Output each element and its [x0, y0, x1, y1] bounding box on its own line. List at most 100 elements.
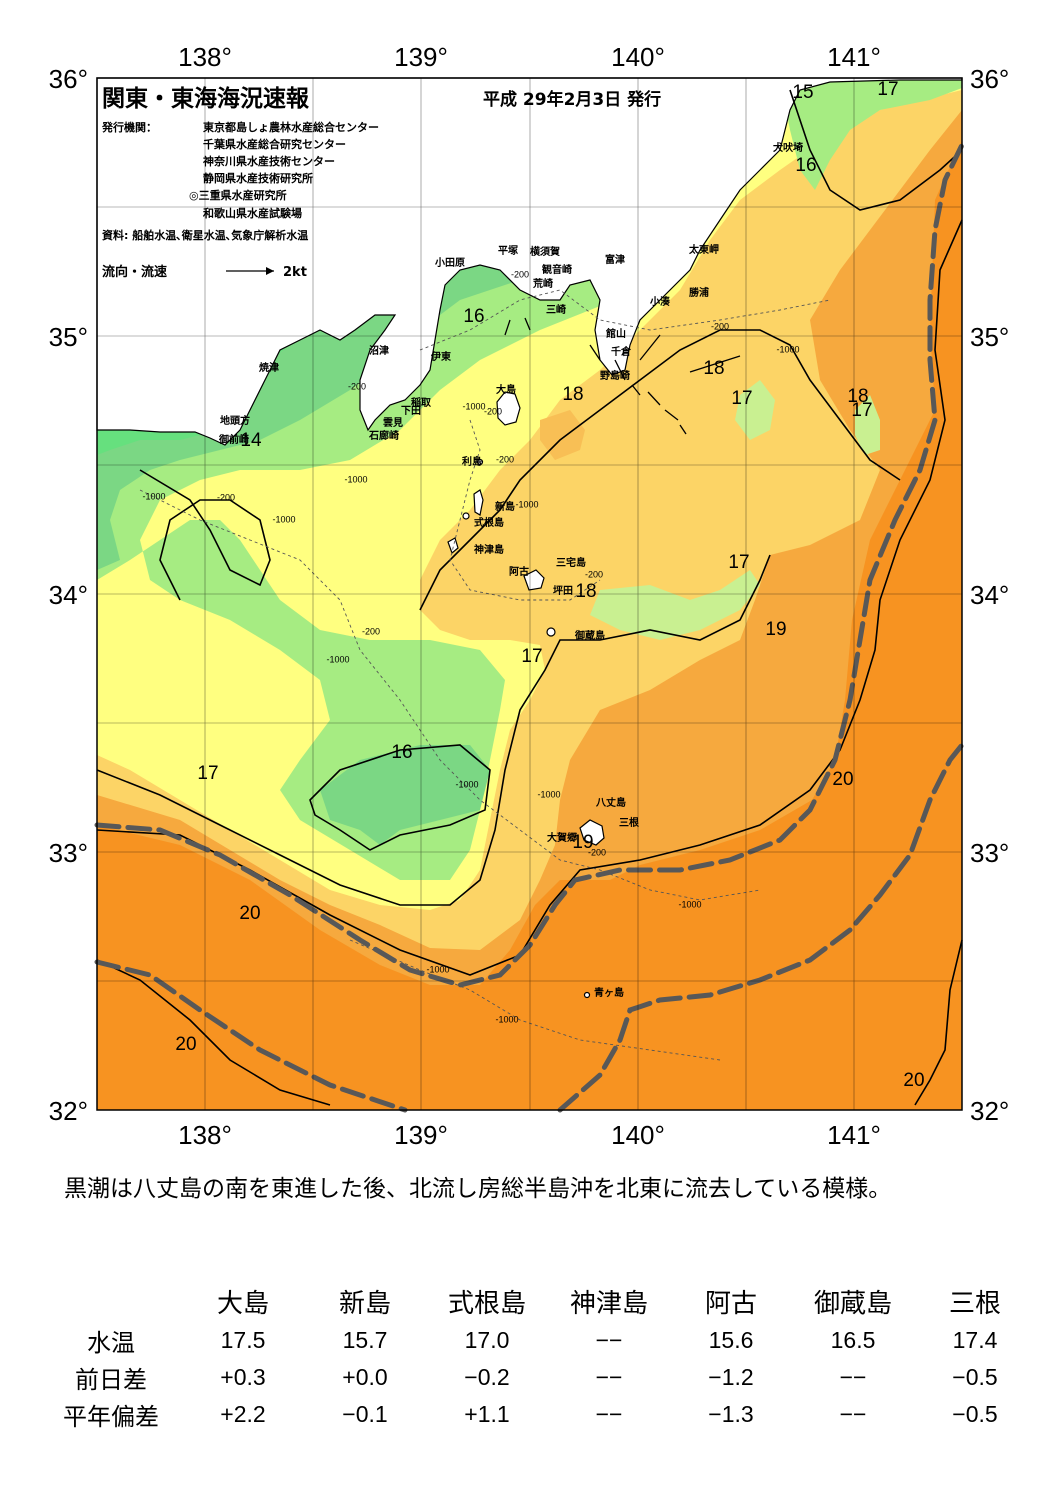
station-header: 神津島	[569, 1288, 648, 1319]
depth-label: -200	[588, 847, 606, 857]
place-label: 神津島	[474, 543, 504, 556]
table-cell: −0.1	[342, 1401, 388, 1427]
place-label: 大賀郷	[547, 831, 577, 844]
issuer-item: 和歌山県水産試験場	[203, 206, 302, 220]
isotherm-18	[419, 329, 901, 611]
map-header: 関東・東海海況速報 平成 29年2月3日 発行 発行機関： 東京都島しょ農林水産…	[101, 85, 661, 280]
isotherm-label: 18	[562, 384, 583, 405]
lat-tick: 36°	[970, 64, 1009, 94]
lon-tick: 140°	[611, 1120, 665, 1150]
isotherm-label: 17	[731, 388, 752, 409]
issuer-item: 神奈川県水産技術センター	[203, 154, 335, 168]
table-cell: +0.0	[342, 1364, 388, 1390]
zone-18-patch-south	[540, 410, 585, 460]
lon-tick: 140°	[611, 42, 665, 72]
depth-label: -200	[348, 381, 366, 391]
table-row: 水温 17.5 15.7 17.0 −− 15.6 16.5 17.4	[40, 1322, 1036, 1359]
row-label: 平年偏差	[63, 1403, 159, 1431]
issuer-item: 静岡県水産技術研究所	[203, 171, 313, 185]
place-label: 雲見	[383, 417, 403, 429]
row-label: 水温	[87, 1329, 135, 1357]
place-label: 稲取	[411, 396, 432, 409]
place-label: 三根	[619, 816, 639, 829]
table-header-row: 大島 新島 式根島 神津島 阿古 御蔵島 三根	[40, 1280, 1036, 1322]
flow-arrow	[647, 391, 661, 406]
lon-tick: 141°	[827, 1120, 881, 1150]
depth-label: -1000	[142, 491, 165, 501]
land-aogashima	[583, 991, 591, 999]
table-cell: −0.5	[952, 1364, 998, 1390]
zone-16-pool	[320, 745, 490, 845]
table-row: 平年偏差 +2.2 −0.1 +1.1 −− −1.3 −− −0.5	[40, 1396, 1036, 1433]
isotherm-label: 20	[903, 1070, 924, 1091]
issuer-item: ◎三重県水産研究所	[189, 188, 287, 202]
isotherm-label: 17	[877, 79, 898, 100]
lat-lon-grid	[97, 78, 962, 1110]
issuer-label: 発行機関：	[101, 120, 157, 134]
isotherm-lines	[96, 89, 963, 1106]
flow-arrow	[524, 317, 531, 331]
lat-tick: 36°	[49, 64, 88, 94]
station-header: 新島	[338, 1288, 391, 1319]
isotherm-20-se	[914, 939, 963, 1106]
isotherm-20-south	[96, 219, 963, 976]
lon-ticks-bottom: 138° 139° 140° 141°	[178, 1120, 881, 1150]
isotherm-17	[96, 554, 771, 906]
flow-arrow	[614, 359, 626, 381]
place-label: 富津	[605, 253, 625, 266]
ocean-temperature-map: 138° 139° 140° 141° 138° 139° 140° 141° …	[49, 42, 1010, 1150]
station-header: 阿古	[704, 1288, 757, 1319]
place-label: 御蔵島	[574, 629, 605, 642]
place-label: 利島	[462, 455, 482, 468]
place-label: 犬吠埼	[773, 141, 803, 154]
depth-label: -1000	[678, 899, 701, 909]
place-label: 千倉	[611, 345, 632, 358]
isotherm-label: 19	[572, 832, 593, 853]
place-label: 新島	[495, 500, 515, 513]
depth-1000-contour-south	[349, 939, 721, 1061]
map-frame	[96, 77, 963, 1111]
depth-label: -200	[496, 454, 514, 464]
isotherm-label: 15	[792, 82, 813, 103]
isotherm-label: 17	[851, 400, 872, 421]
depth-1000-contour	[139, 489, 761, 901]
land-mikurajima	[546, 627, 556, 637]
table-cell: 16.5	[830, 1327, 876, 1353]
place-label: 坪田	[553, 584, 573, 597]
issuer-item: 千葉県水産総合研究センター	[203, 137, 346, 151]
place-label: 野島崎	[600, 369, 630, 382]
depth-200-izu	[449, 419, 601, 601]
place-label: 伊東	[430, 350, 451, 363]
table-cell: 15.6	[708, 1327, 754, 1353]
place-label: 三宅島	[556, 556, 586, 569]
station-header: 式根島	[447, 1288, 526, 1319]
lon-ticks-top: 138° 139° 140° 141°	[178, 42, 881, 72]
depth-label: -200	[711, 321, 729, 331]
station-header: 大島	[216, 1288, 269, 1319]
kuroshio-offshore-east	[557, 742, 965, 1113]
depth-label: -200	[484, 406, 502, 416]
land-miyakejima	[523, 569, 545, 591]
depth-label: -1000	[326, 654, 349, 664]
depth-label: -1000	[462, 401, 485, 411]
isotherm-label: 17	[728, 552, 749, 573]
flow-arrow	[679, 424, 687, 435]
isotherm-label: 20	[832, 769, 853, 790]
table-cell: +0.3	[220, 1364, 266, 1390]
table-cell: −1.2	[708, 1364, 754, 1390]
place-label: 式根島	[474, 516, 504, 529]
depth-label: -1000	[272, 514, 295, 524]
table-cell: −−	[595, 1364, 623, 1390]
table-cell: +1.1	[464, 1401, 510, 1427]
table-row: 前日差 +0.3 +0.0 −0.2 −− −1.2 −− −0.5	[40, 1359, 1036, 1396]
lat-tick: 33°	[970, 838, 1009, 868]
depth-label: -1000	[495, 1014, 518, 1024]
place-label: 八丈島	[595, 796, 626, 809]
depth-200-contour	[419, 289, 831, 351]
place-label: 観音崎	[542, 263, 572, 276]
isotherm-label: 18	[575, 581, 596, 602]
bathymetry-lines	[139, 289, 831, 1061]
zone-17-patch-miyake	[590, 570, 760, 640]
land-kozushima	[447, 537, 459, 555]
